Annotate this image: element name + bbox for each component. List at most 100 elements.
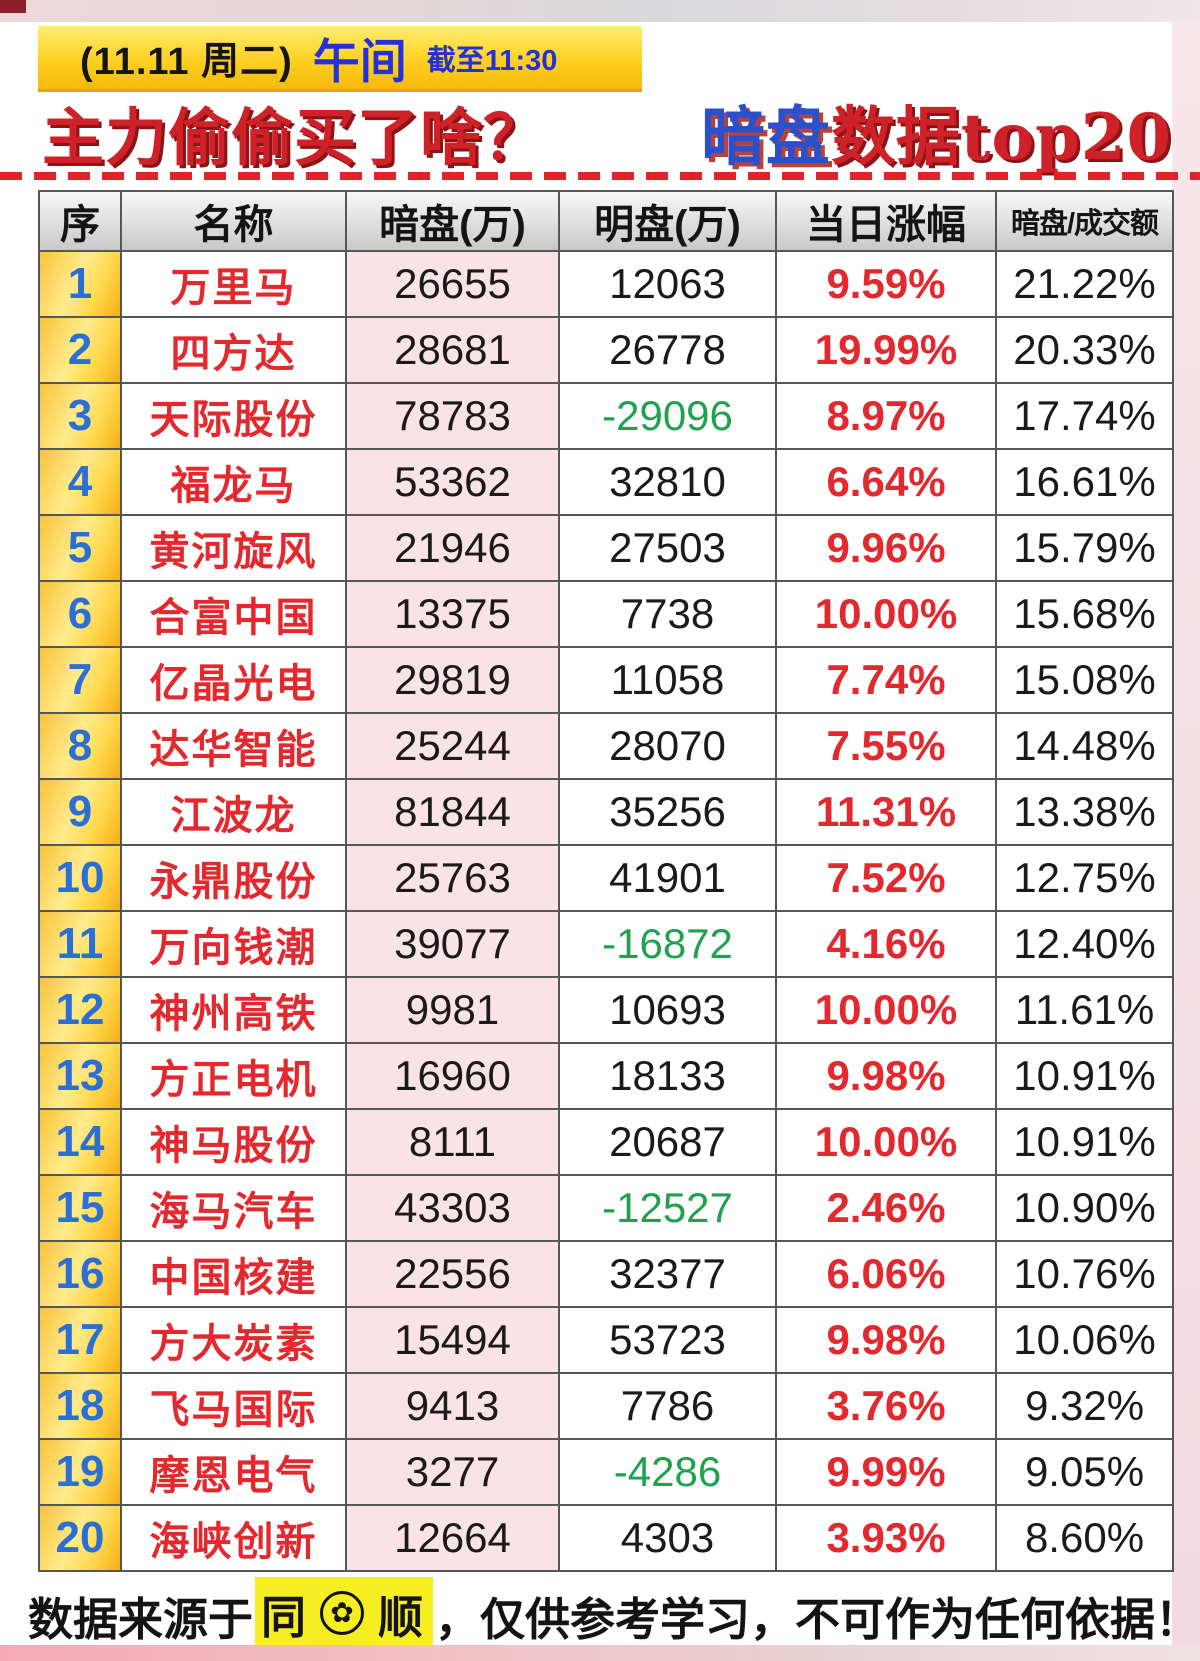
- date-badge: (11.11 周二) 午间 截至11:30: [38, 26, 642, 92]
- change-cell: 11.31%: [777, 780, 997, 846]
- ratio-cell: 15.08%: [997, 648, 1174, 714]
- ratio-cell: 12.40%: [997, 912, 1174, 978]
- dark-pool-cell: 9981: [347, 978, 560, 1044]
- name-cell: 神州高铁: [122, 978, 347, 1044]
- dark-pool-cell: 16960: [347, 1044, 560, 1110]
- change-cell: 8.97%: [777, 384, 997, 450]
- name-cell: 方大炭素: [122, 1308, 347, 1374]
- dark-pool-cell: 78783: [347, 384, 560, 450]
- name-cell: 江波龙: [122, 780, 347, 846]
- table-header-row: 序 名称 暗盘(万) 明盘(万) 当日涨幅 暗盘/成交额: [40, 192, 1174, 252]
- disclaimer-suffix: ，仅供参考学习，不可作为任何依据！: [435, 1593, 1200, 1645]
- table-row: 6 合富中国 13375 7738 10.00% 15.68%: [40, 582, 1174, 648]
- ratio-cell: 17.74%: [997, 384, 1174, 450]
- ratio-cell: 10.91%: [997, 1044, 1174, 1110]
- headline-question: 主力偷偷买了啥？: [42, 101, 547, 174]
- header-name: 名称: [122, 192, 347, 252]
- change-cell: 3.76%: [777, 1374, 997, 1440]
- header-open-market: 明盘(万): [560, 192, 777, 252]
- table-row: 1 万里马 26655 12063 9.59% 21.22%: [40, 252, 1174, 318]
- table-row: 18 飞马国际 9413 7786 3.76% 9.32%: [40, 1374, 1174, 1440]
- table-row: 12 神州高铁 9981 10693 10.00% 11.61%: [40, 978, 1174, 1044]
- change-cell: 10.00%: [777, 978, 997, 1044]
- source-name: 同 ✿ 顺: [255, 1576, 434, 1654]
- flower-icon: ✿: [320, 1591, 365, 1635]
- table-row: 16 中国核建 22556 32377 6.06% 10.76%: [40, 1242, 1174, 1308]
- rank-cell: 5: [40, 516, 122, 582]
- rank-cell: 6: [40, 582, 122, 648]
- change-cell: 9.96%: [777, 516, 997, 582]
- ratio-cell: 16.61%: [997, 450, 1174, 516]
- open-market-cell: 10693: [560, 978, 777, 1044]
- table-row: 11 万向钱潮 39077 -16872 4.16% 12.40%: [40, 912, 1174, 978]
- rank-cell: 2: [40, 318, 122, 384]
- change-cell: 7.55%: [777, 714, 997, 780]
- dark-pool-cell: 3277: [347, 1440, 560, 1506]
- table-row: 8 达华智能 25244 28070 7.55% 14.48%: [40, 714, 1174, 780]
- open-market-cell: 35256: [560, 780, 777, 846]
- change-cell: 9.98%: [777, 1308, 997, 1374]
- headline-topic: 暗盘数据top20: [701, 86, 1172, 178]
- header-rank: 序: [40, 192, 122, 252]
- data-table: 序 名称 暗盘(万) 明盘(万) 当日涨幅 暗盘/成交额 1 万里马 26655 12…: [38, 190, 1174, 1572]
- dark-pool-cell: 12664: [347, 1506, 560, 1572]
- table-row: 10 永鼎股份 25763 41901 7.52% 12.75%: [40, 846, 1174, 912]
- name-cell: 亿晶光电: [122, 648, 347, 714]
- table-row: 17 方大炭素 15494 53723 9.98% 10.06%: [40, 1308, 1174, 1374]
- rank-cell: 11: [40, 912, 122, 978]
- open-market-cell: -12527: [560, 1176, 777, 1242]
- open-market-cell: 7738: [560, 582, 777, 648]
- dark-pool-cell: 29819: [347, 648, 560, 714]
- dark-pool-cell: 25763: [347, 846, 560, 912]
- table-row: 3 天际股份 78783 -29096 8.97% 17.74%: [40, 384, 1174, 450]
- ratio-cell: 10.90%: [997, 1176, 1174, 1242]
- dark-pool-cell: 13375: [347, 582, 560, 648]
- change-cell: 6.06%: [777, 1242, 997, 1308]
- open-market-cell: 41901: [560, 846, 777, 912]
- ratio-cell: 13.38%: [997, 780, 1174, 846]
- rank-cell: 1: [40, 252, 122, 318]
- rank-cell: 10: [40, 846, 122, 912]
- rank-cell: 9: [40, 780, 122, 846]
- headline: 主力偷偷买了啥？ 暗盘数据top20: [42, 94, 1172, 175]
- header-ratio: 暗盘/成交额: [997, 192, 1174, 252]
- change-cell: 7.52%: [777, 846, 997, 912]
- headline-topic-red: 数据top20: [830, 100, 1172, 175]
- rank-cell: 16: [40, 1242, 122, 1308]
- rank-cell: 18: [40, 1374, 122, 1440]
- dark-pool-cell: 43303: [347, 1176, 560, 1242]
- top-gradient-strip: [0, 0, 1200, 22]
- change-cell: 9.98%: [777, 1044, 997, 1110]
- rank-cell: 19: [40, 1440, 122, 1506]
- name-cell: 飞马国际: [122, 1374, 347, 1440]
- dark-pool-cell: 25244: [347, 714, 560, 780]
- ratio-cell: 11.61%: [997, 978, 1174, 1044]
- change-cell: 19.99%: [777, 318, 997, 384]
- rank-cell: 7: [40, 648, 122, 714]
- ratio-cell: 9.32%: [997, 1374, 1174, 1440]
- ratio-cell: 15.79%: [997, 516, 1174, 582]
- name-cell: 四方达: [122, 318, 347, 384]
- table-row: 20 海峡创新 12664 4303 3.93% 8.60%: [40, 1506, 1174, 1572]
- disclaimer-prefix: 数据来源于: [28, 1593, 254, 1645]
- rank-cell: 20: [40, 1506, 122, 1572]
- ratio-cell: 15.68%: [997, 582, 1174, 648]
- corner-accent-block: [0, 0, 26, 13]
- name-cell: 神马股份: [122, 1110, 347, 1176]
- table-row: 2 四方达 28681 26778 19.99% 20.33%: [40, 318, 1174, 384]
- rank-cell: 8: [40, 714, 122, 780]
- header-dark-pool: 暗盘(万): [347, 192, 560, 252]
- open-market-cell: -29096: [560, 384, 777, 450]
- open-market-cell: -16872: [560, 912, 777, 978]
- ratio-cell: 10.76%: [997, 1242, 1174, 1308]
- name-cell: 永鼎股份: [122, 846, 347, 912]
- ratio-cell: 9.05%: [997, 1440, 1174, 1506]
- table-row: 14 神马股份 8111 20687 10.00% 10.91%: [40, 1110, 1174, 1176]
- open-market-cell: 4303: [560, 1506, 777, 1572]
- change-cell: 9.59%: [777, 252, 997, 318]
- change-cell: 9.99%: [777, 1440, 997, 1506]
- ratio-cell: 21.22%: [997, 252, 1174, 318]
- open-market-cell: 18133: [560, 1044, 777, 1110]
- name-cell: 天际股份: [122, 384, 347, 450]
